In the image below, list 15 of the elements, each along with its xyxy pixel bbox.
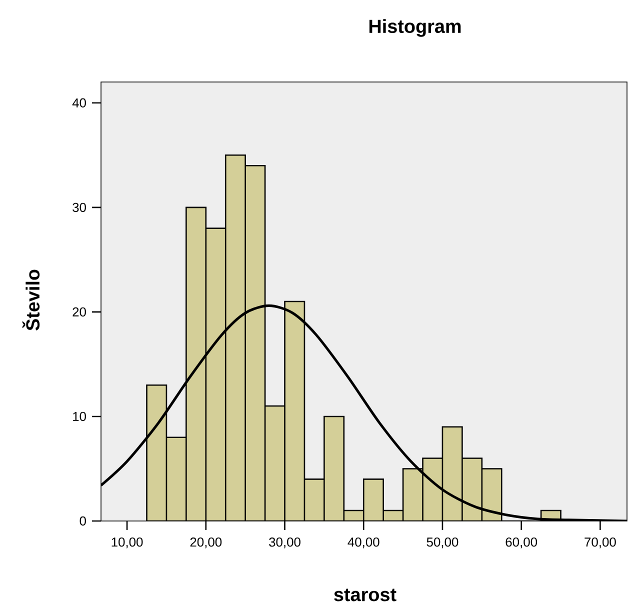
y-tick-label: 10 — [73, 412, 86, 422]
y-axis-title: Število — [22, 270, 40, 330]
x-tick-label: 40,00 — [348, 538, 380, 548]
x-tick-label: 60,00 — [506, 538, 538, 548]
y-tick-label: 40 — [72, 98, 86, 108]
x-tick-label: 10,00 — [112, 538, 143, 548]
x-tick-label: 20,00 — [190, 538, 222, 548]
y-tick-label: 0 — [80, 516, 86, 526]
x-axis-title: starost — [334, 588, 396, 602]
x-tick-label: 50,00 — [426, 538, 458, 548]
x-tick-label: 70,00 — [584, 538, 616, 548]
chart-title: Histogram — [369, 19, 461, 37]
y-tick-label: 20 — [72, 307, 86, 317]
y-tick-label: 30 — [72, 202, 86, 212]
x-tick-label: 30,00 — [269, 538, 300, 548]
